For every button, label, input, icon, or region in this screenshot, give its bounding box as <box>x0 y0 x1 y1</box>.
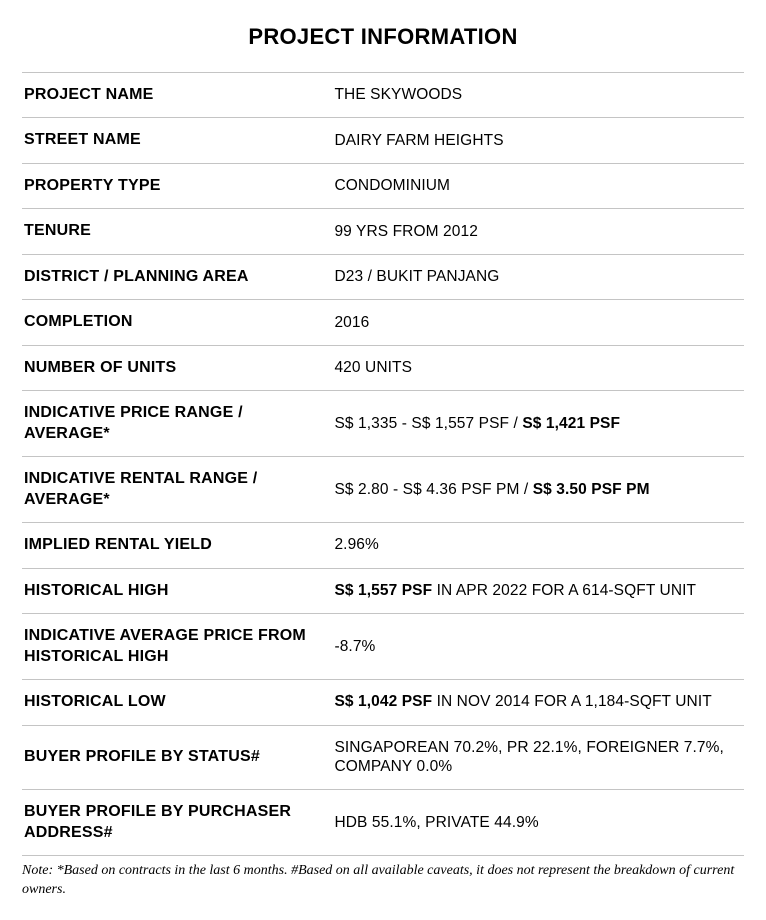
table-row: HISTORICAL LOW S$ 1,042 PSF IN NOV 2014 … <box>22 680 744 725</box>
table-row: INDICATIVE RENTAL RANGE / AVERAGE* S$ 2.… <box>22 457 744 523</box>
row-label: NUMBER OF UNITS <box>22 345 332 390</box>
row-label: DISTRICT / PLANNING AREA <box>22 254 332 299</box>
value-bold: S$ 1,042 PSF <box>334 693 432 710</box>
row-value: DAIRY FARM HEIGHTS <box>332 118 744 163</box>
row-label: BUYER PROFILE BY STATUS# <box>22 725 332 790</box>
row-label: IMPLIED RENTAL YIELD <box>22 523 332 568</box>
row-label: INDICATIVE AVERAGE PRICE FROM HISTORICAL… <box>22 614 332 680</box>
table-row: INDICATIVE PRICE RANGE / AVERAGE* S$ 1,3… <box>22 391 744 457</box>
value-bold: S$ 3.50 PSF PM <box>533 481 650 498</box>
table-row: TENURE 99 YRS FROM 2012 <box>22 209 744 254</box>
value-prefix: S$ 1,335 - S$ 1,557 PSF / <box>334 415 522 432</box>
row-value: S$ 1,042 PSF IN NOV 2014 FOR A 1,184-SQF… <box>332 680 744 725</box>
row-value: HDB 55.1%, PRIVATE 44.9% <box>332 790 744 856</box>
row-value: S$ 1,335 - S$ 1,557 PSF / S$ 1,421 PSF <box>332 391 744 457</box>
row-label: INDICATIVE RENTAL RANGE / AVERAGE* <box>22 457 332 523</box>
row-value: 2016 <box>332 300 744 345</box>
value-prefix: S$ 2.80 - S$ 4.36 PSF PM / <box>334 481 532 498</box>
row-value: 2.96% <box>332 523 744 568</box>
row-label: BUYER PROFILE BY PURCHASER ADDRESS# <box>22 790 332 856</box>
table-row: PROJECT NAME THE SKYWOODS <box>22 73 744 118</box>
table-row: BUYER PROFILE BY STATUS# SINGAPOREAN 70.… <box>22 725 744 790</box>
row-value: S$ 1,557 PSF IN APR 2022 FOR A 614-SQFT … <box>332 568 744 613</box>
row-value: 99 YRS FROM 2012 <box>332 209 744 254</box>
row-value: -8.7% <box>332 614 744 680</box>
table-row: HISTORICAL HIGH S$ 1,557 PSF IN APR 2022… <box>22 568 744 613</box>
row-label: COMPLETION <box>22 300 332 345</box>
project-info-table: PROJECT NAME THE SKYWOODS STREET NAME DA… <box>22 72 744 856</box>
table-row: PROPERTY TYPE CONDOMINIUM <box>22 163 744 208</box>
row-label: HISTORICAL LOW <box>22 680 332 725</box>
row-label: STREET NAME <box>22 118 332 163</box>
row-value: SINGAPOREAN 70.2%, PR 22.1%, FOREIGNER 7… <box>332 725 744 790</box>
row-value: THE SKYWOODS <box>332 73 744 118</box>
table-row: NUMBER OF UNITS 420 UNITS <box>22 345 744 390</box>
row-label: INDICATIVE PRICE RANGE / AVERAGE* <box>22 391 332 457</box>
table-row: STREET NAME DAIRY FARM HEIGHTS <box>22 118 744 163</box>
row-value: D23 / BUKIT PANJANG <box>332 254 744 299</box>
table-row: INDICATIVE AVERAGE PRICE FROM HISTORICAL… <box>22 614 744 680</box>
table-row: DISTRICT / PLANNING AREA D23 / BUKIT PAN… <box>22 254 744 299</box>
footnote: Note: *Based on contracts in the last 6 … <box>22 862 744 900</box>
row-label: PROPERTY TYPE <box>22 163 332 208</box>
value-suffix: IN NOV 2014 FOR A 1,184-SQFT UNIT <box>432 693 712 710</box>
table-row: BUYER PROFILE BY PURCHASER ADDRESS# HDB … <box>22 790 744 856</box>
table-row: COMPLETION 2016 <box>22 300 744 345</box>
row-label: TENURE <box>22 209 332 254</box>
row-label: HISTORICAL HIGH <box>22 568 332 613</box>
value-bold: S$ 1,421 PSF <box>522 415 620 432</box>
row-value: CONDOMINIUM <box>332 163 744 208</box>
row-value: S$ 2.80 - S$ 4.36 PSF PM / S$ 3.50 PSF P… <box>332 457 744 523</box>
row-value: 420 UNITS <box>332 345 744 390</box>
value-suffix: IN APR 2022 FOR A 614-SQFT UNIT <box>432 582 696 599</box>
page-title: PROJECT INFORMATION <box>22 24 744 50</box>
row-label: PROJECT NAME <box>22 73 332 118</box>
table-row: IMPLIED RENTAL YIELD 2.96% <box>22 523 744 568</box>
value-bold: S$ 1,557 PSF <box>334 582 432 599</box>
